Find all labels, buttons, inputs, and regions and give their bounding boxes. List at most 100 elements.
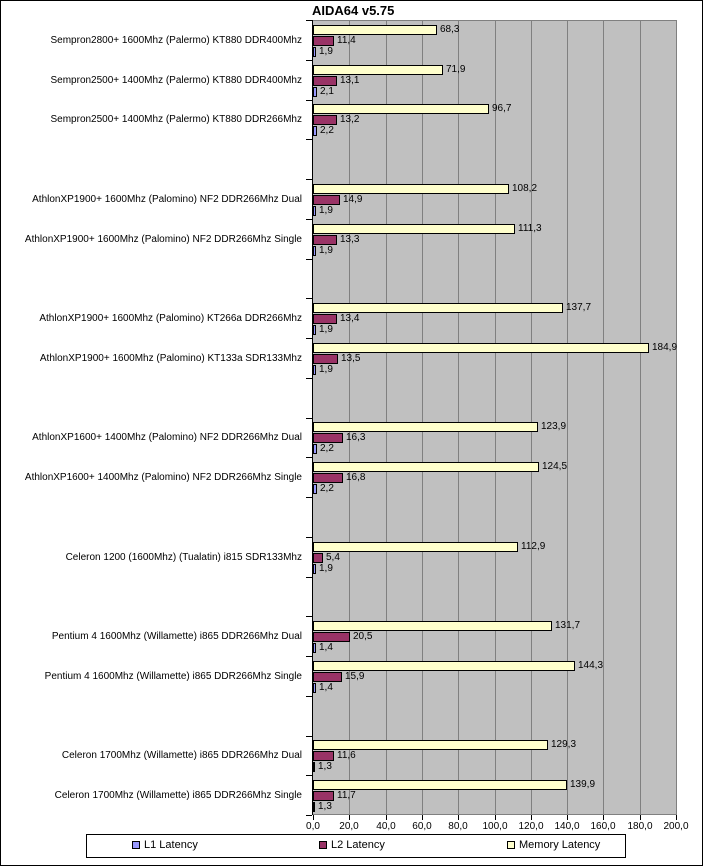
bar-l2 [313,36,334,46]
category-tick [306,139,312,140]
legend-item[interactable]: Memory Latency [507,839,600,851]
category-label: AthlonXP1900+ 1600Mhz (Palomino) KT266a … [39,313,302,324]
bar-value-label: 11,4 [337,35,356,46]
bar-l2 [313,751,334,761]
bar-value-label: 1,4 [319,642,333,653]
legend-label: Memory Latency [519,839,601,851]
category-label: AthlonXP1600+ 1400Mhz (Palomino) NF2 DDR… [24,472,302,483]
bar-value-label: 68,3 [440,24,460,35]
bar-value-label: 20,5 [353,631,373,642]
value-axis-tick [640,815,641,820]
bar-value-label: 5,4 [326,552,340,563]
legend-item[interactable]: L2 Latency [319,839,385,851]
bar-l2 [313,235,337,245]
legend-label: L2 Latency [331,839,385,851]
chart-legend: L1 Latency L2 Latency Memory Latency [86,834,626,858]
bar-value-label: 111,3 [518,223,542,234]
value-axis-tick [422,815,423,820]
bar-l1 [313,47,316,57]
category-tick [306,418,312,419]
bar-l2 [313,115,337,125]
bar-value-label: 11,7 [337,790,356,801]
bar-value-label: 137,7 [566,302,592,313]
bar-l1 [313,444,317,454]
bar-value-label: 139,9 [570,779,596,790]
category-label: Pentium 4 1600Mhz (Willamette) i865 DDR2… [44,671,302,682]
bar-mem [313,422,538,432]
bar-mem [313,65,443,75]
bar-value-label: 13,4 [340,313,360,324]
bar-l1 [313,126,317,136]
category-tick [306,457,312,458]
bar-value-label: 96,7 [492,103,512,114]
category-tick [306,815,312,816]
bar-l2 [313,314,337,324]
category-label: Sempron2800+ 1600Mhz (Palermo) KT880 DDR… [50,35,302,46]
bar-value-label: 13,5 [341,353,361,364]
value-axis-tick [531,815,532,820]
category-axis [312,20,313,815]
category-tick [306,219,312,220]
bar-value-label: 1,3 [318,801,332,812]
bar-l1 [313,246,316,256]
bar-value-label: 112,9 [521,541,546,552]
bar-value-label: 129,3 [551,739,577,750]
bar-l1 [313,802,315,812]
value-axis-label: 80,0 [448,821,468,832]
bar-mem [313,661,575,671]
bar-value-label: 131,7 [555,620,581,631]
bar-mem [313,343,649,353]
value-axis-tick [603,815,604,820]
bar-mem [313,224,515,234]
category-tick [306,338,312,339]
bar-value-label: 14,9 [343,194,363,205]
value-axis-tick [386,815,387,820]
category-tick [306,656,312,657]
bar-value-label: 11,6 [337,750,356,761]
legend-item[interactable]: L1 Latency [132,839,198,851]
bar-value-label: 1,3 [318,761,332,772]
bar-l2 [313,553,323,563]
category-label: Sempron2500+ 1400Mhz (Palermo) KT880 DDR… [50,75,302,86]
gridline [386,21,387,814]
bar-value-label: 13,1 [340,75,360,86]
value-axis-tick [676,815,677,820]
value-axis-label: 160,0 [590,821,616,832]
bar-value-label: 16,8 [346,472,366,483]
gridline [640,21,641,814]
category-label: AthlonXP1900+ 1600Mhz (Palomino) NF2 DDR… [32,194,302,205]
value-axis-label: 100,0 [482,821,508,832]
bar-value-label: 1,9 [319,205,333,216]
category-tick [306,179,312,180]
value-axis-label: 140,0 [554,821,580,832]
bar-value-label: 2,2 [320,443,334,454]
bar-l2 [313,354,338,364]
bar-mem [313,184,509,194]
value-axis-label: 200,0 [663,821,689,832]
bar-l1 [313,365,316,375]
bar-value-label: 1,9 [319,364,333,375]
bar-value-label: 1,9 [319,245,333,256]
legend-swatch-icon [132,841,140,849]
bar-mem [313,621,552,631]
bar-value-label: 71,9 [446,64,466,75]
bar-l2 [313,433,343,443]
gridline [349,21,350,814]
value-axis-tick [349,815,350,820]
bar-value-label: 13,3 [340,234,360,245]
category-label: Celeron 1200 (1600Mhz) (Tualatin) i815 S… [65,552,302,563]
bar-l2 [313,791,334,801]
category-tick [306,298,312,299]
category-tick [306,696,312,697]
bar-mem [313,25,437,35]
bar-value-label: 108,2 [512,183,538,194]
value-axis-label: 40,0 [376,821,396,832]
category-tick [306,616,312,617]
bar-l1 [313,683,316,693]
category-tick [306,100,312,101]
bar-value-label: 1,9 [319,324,333,335]
category-tick [306,378,312,379]
bar-l1 [313,87,317,97]
category-label: AthlonXP1600+ 1400Mhz (Palomino) NF2 DDR… [32,432,302,443]
value-axis-tick [313,815,314,820]
